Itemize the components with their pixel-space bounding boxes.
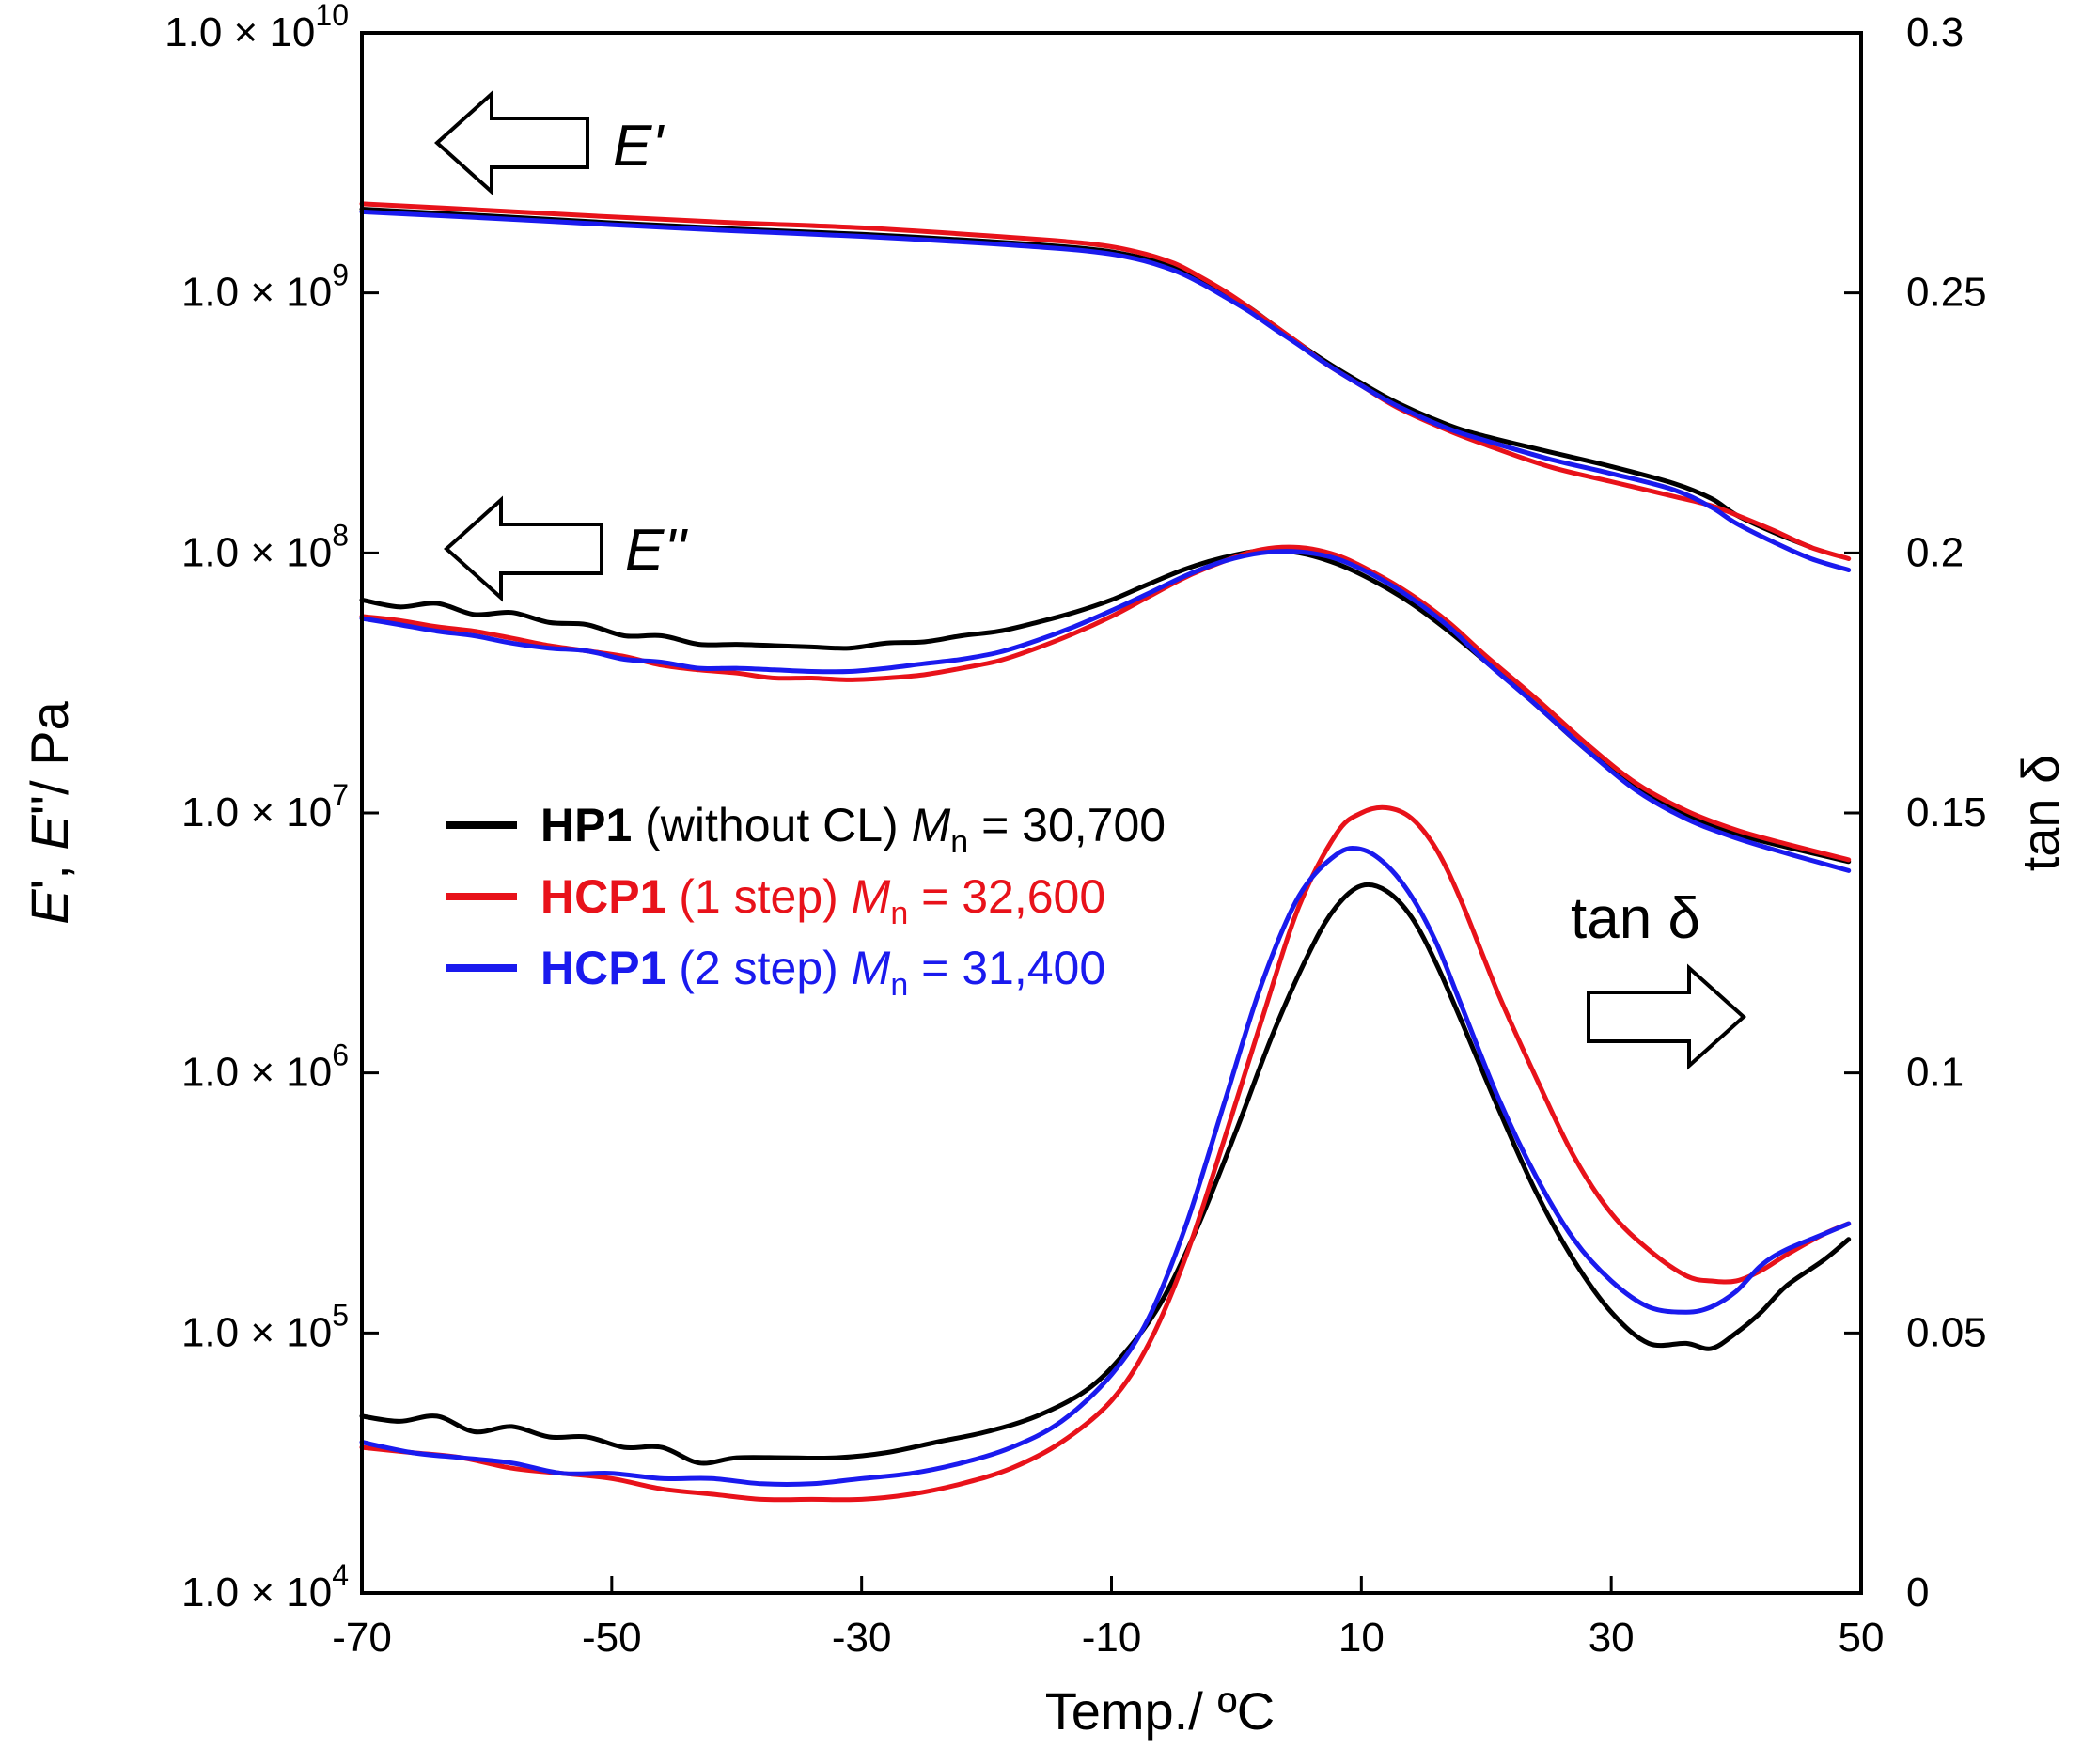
- loss-modulus-label: E'': [625, 518, 688, 583]
- series-line-hcp1-1-step-tan: [359, 804, 1852, 1503]
- series-line-hcp1-2-step-e: [359, 209, 1852, 572]
- y-left-tick-label: 1.0 × 104: [181, 1558, 349, 1616]
- legend-entry: HCP1 (2 step) Mn = 31,400: [540, 942, 1105, 1003]
- x-tick-label: -10: [1082, 1615, 1142, 1661]
- y-right-tick-label: 0.3: [1906, 9, 1964, 55]
- legend-entry: HP1 (without CL) Mn = 30,700: [540, 799, 1166, 860]
- legend: HP1 (without CL) Mn = 30,700 HCP1 (1 step…: [446, 799, 1166, 1003]
- y-axis-left-title: E', E''/ Pa: [20, 700, 79, 924]
- legend-entry: HCP1 (1 step) Mn = 32,600: [540, 870, 1105, 931]
- y-right-tick-label: 0.25: [1906, 270, 1987, 316]
- storage-modulus-label: E': [613, 114, 665, 179]
- y-right-tick-label: 0: [1906, 1569, 1929, 1616]
- x-axis-title: Temp./ ºC: [1045, 1681, 1276, 1741]
- y-left-tick-label: 1.0 × 109: [181, 258, 349, 316]
- x-tick-label: 10: [1338, 1615, 1385, 1661]
- y-right-tick-label: 0.05: [1906, 1309, 1987, 1355]
- x-tick-label: -30: [832, 1615, 892, 1661]
- y-right-tick-label: 0.2: [1906, 529, 1964, 575]
- loss-modulus-arrow-icon: [444, 495, 603, 602]
- series-line-hcp1-2-step-tan: [359, 845, 1852, 1487]
- series-line-hcp1-1-step-e: [359, 201, 1852, 561]
- storage-modulus-arrow-icon: [434, 89, 589, 196]
- y-left-tick-label: 1.0 × 105: [181, 1298, 349, 1355]
- x-tick-label: -50: [582, 1615, 642, 1661]
- series-line-hp1-e: [359, 207, 1814, 550]
- y-left-tick-label: 1.0 × 106: [181, 1038, 349, 1096]
- tan-delta-arrow-icon: [1587, 963, 1746, 1070]
- y-right-tick-label: 0.1: [1906, 1050, 1964, 1096]
- x-tick-label: 30: [1589, 1615, 1635, 1661]
- y-right-tick-label: 0.15: [1906, 789, 1987, 835]
- y-axis-right-title: tan δ: [2011, 755, 2070, 872]
- y-left-tick-label: 1.0 × 108: [181, 518, 349, 575]
- x-tick-label: 50: [1839, 1615, 1885, 1661]
- tan-delta-label: tan δ: [1571, 886, 1700, 951]
- series-line-hp1-tan: [359, 882, 1852, 1466]
- series-line-hcp1-2-step-e: [359, 549, 1852, 873]
- x-tick-label: -70: [332, 1615, 392, 1661]
- y-left-tick-label: 1.0 × 1010: [164, 0, 349, 55]
- y-left-tick-label: 1.0 × 107: [181, 778, 349, 835]
